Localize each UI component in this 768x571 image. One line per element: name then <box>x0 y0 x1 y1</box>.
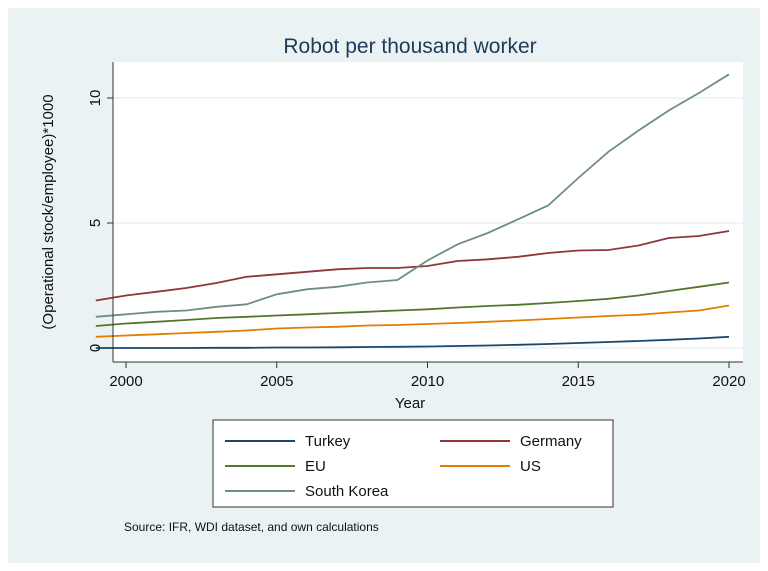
plot-region <box>113 62 743 362</box>
x-tick-label: 2000 <box>109 373 142 390</box>
legend-box <box>212 419 614 508</box>
y-tick-label: 10 <box>87 90 104 107</box>
legend: Turkey Germany EU US South Korea <box>225 433 582 500</box>
y-axis-label: (Operational stock/employee)*1000 <box>40 94 57 329</box>
x-tick-label: 2015 <box>562 373 595 390</box>
x-tick-label: 2005 <box>260 373 293 390</box>
series-line-eu <box>95 281 730 327</box>
legend-label: Germany <box>520 433 582 450</box>
y-tick-label: 5 <box>87 219 104 227</box>
x-tick-label: 2010 <box>411 373 444 390</box>
y-tick-label: 0 <box>87 344 104 352</box>
legend-label: EU <box>305 458 326 475</box>
x-tick-label: 2020 <box>712 373 745 390</box>
series-line-south-korea <box>95 73 730 318</box>
series-line-us <box>95 304 730 338</box>
source-note: Source: IFR, WDI dataset, and own calcul… <box>124 520 379 534</box>
chart-title: Robot per thousand worker <box>283 35 536 58</box>
legend-label: South Korea <box>305 483 389 500</box>
x-axis-label: Year <box>395 395 425 412</box>
legend-label: US <box>520 458 541 475</box>
series-line-turkey <box>95 335 730 349</box>
legend-label: Turkey <box>305 433 351 450</box>
series-line-germany <box>95 230 730 302</box>
